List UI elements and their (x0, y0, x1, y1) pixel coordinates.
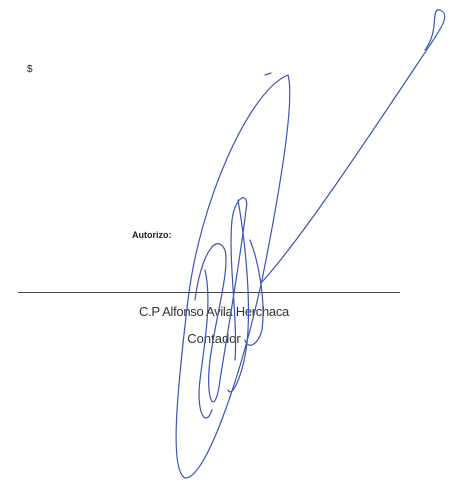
signature-line (18, 292, 400, 293)
authorize-label: Autorizo: (132, 230, 172, 240)
signer-name: C.P Alfonso Avila Herchaca (139, 304, 289, 319)
currency-symbol: $ (27, 64, 33, 75)
